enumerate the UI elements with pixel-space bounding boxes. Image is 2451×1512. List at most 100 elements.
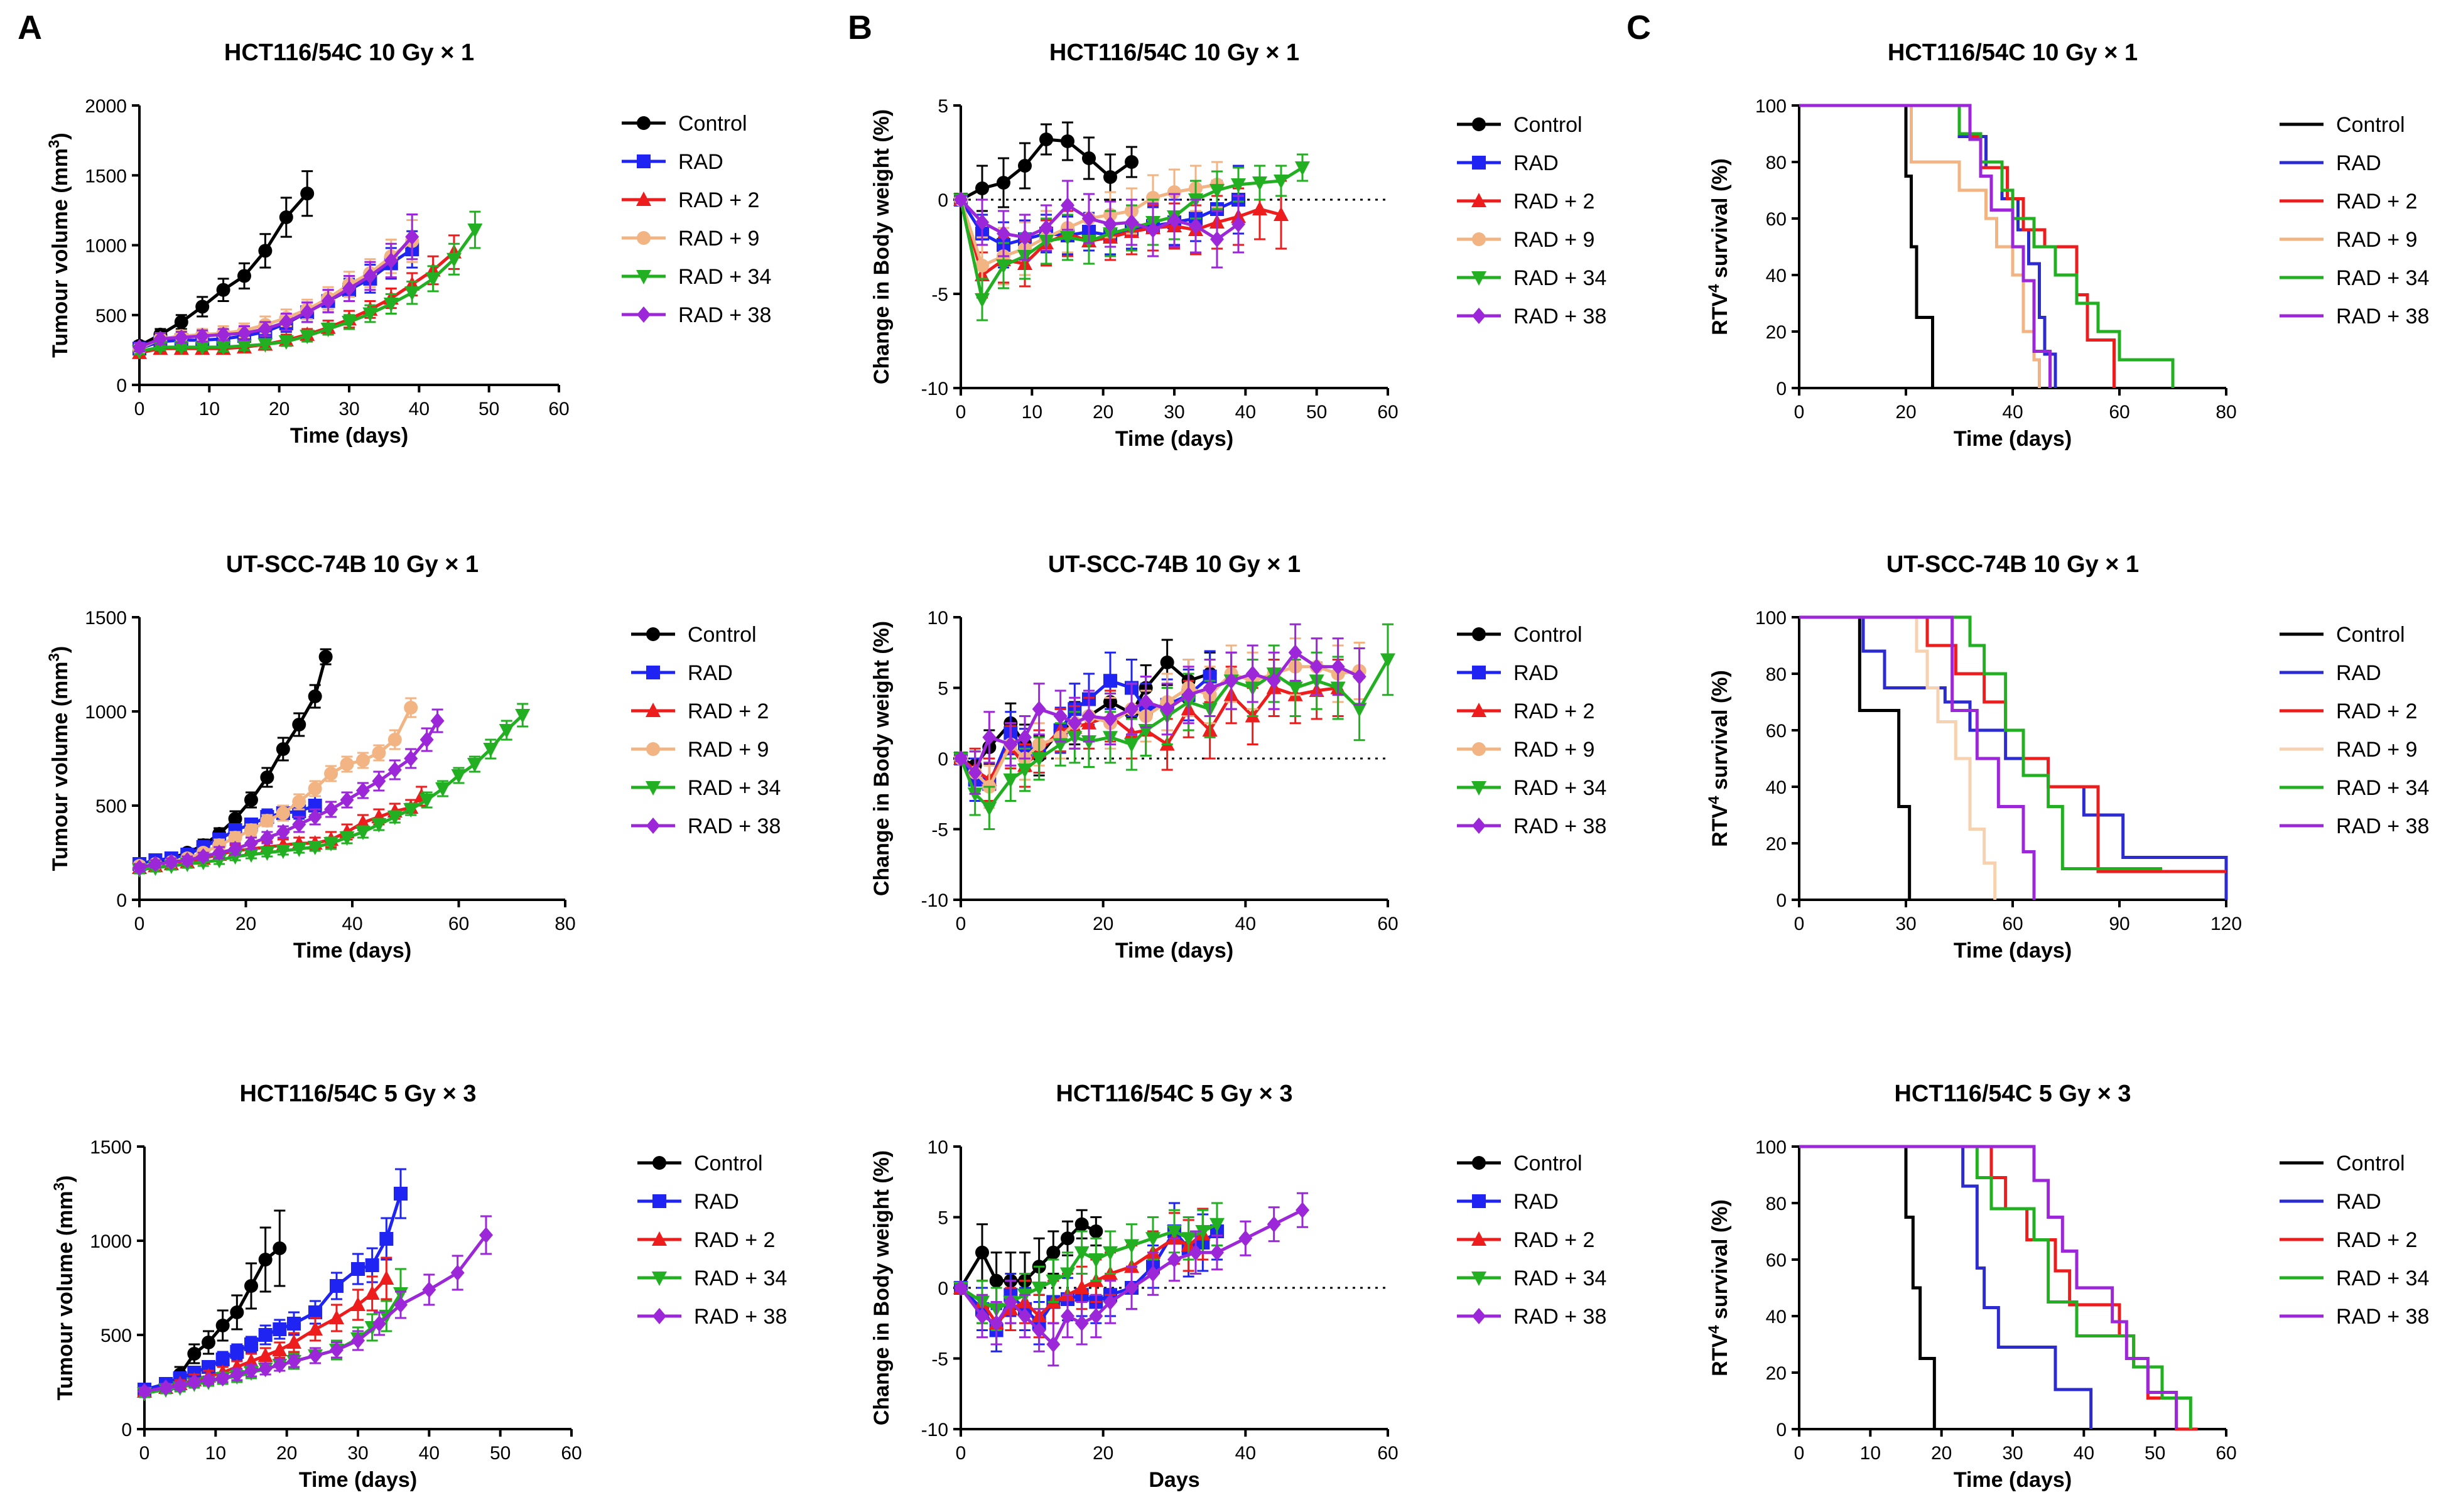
legend-label: RAD + 34 (2336, 1266, 2429, 1290)
data-point (1145, 1232, 1161, 1247)
data-point (308, 809, 322, 825)
data-point (371, 818, 387, 833)
chart-title: HCT116/54C 10 Gy × 1 (224, 40, 474, 66)
chart-a1: HCT116/54C 10 Gy × 1 0 500 1000 1500 2000 0 10 2… (46, 40, 772, 448)
data-point (307, 841, 323, 855)
legend-marker (652, 1156, 666, 1170)
data-point (300, 330, 315, 345)
series-rad (1799, 615, 2228, 900)
data-point (379, 1232, 394, 1246)
legend-marker (1472, 1194, 1486, 1208)
chart-title: UT-SCC-74B 10 Gy × 1 (1886, 551, 2139, 578)
y-tick-label: 80 (1766, 664, 1787, 685)
legend-label: RAD (2336, 661, 2381, 685)
data-point (1351, 703, 1367, 718)
data-point (394, 1187, 408, 1201)
legend-item-rad-38: RAD + 38 (1457, 814, 1606, 838)
chart-title: UT-SCC-74B 10 Gy × 1 (226, 551, 479, 578)
legend-item-rad: RAD (2280, 151, 2381, 175)
data-point (1146, 222, 1160, 238)
legend-marker (652, 1194, 666, 1208)
x-axis-title: Time (days) (1954, 427, 2072, 451)
data-point (1031, 1282, 1047, 1296)
data-point (372, 746, 386, 760)
series-line (960, 650, 1360, 775)
y-tick-label: 80 (1766, 153, 1787, 173)
x-axis-title: Time (days) (1115, 939, 1233, 963)
data-point (195, 340, 210, 355)
survival-step-line (1799, 615, 1912, 900)
legend-label: RAD + 9 (688, 738, 769, 762)
legend-marker (1472, 742, 1486, 756)
legend-item-rad: RAD (631, 661, 733, 685)
legend-marker (1472, 1156, 1486, 1170)
x-tick-label: 60 (2109, 402, 2129, 423)
data-point (279, 210, 293, 224)
legend-label: RAD (1513, 661, 1559, 685)
legend: Control RAD RAD + 2 RAD + 9 RAD + 34 RAD + 38 (631, 623, 781, 838)
legend-label: RAD (1513, 1190, 1559, 1214)
series-rad-34 (1799, 1145, 2192, 1429)
data-point (1103, 674, 1117, 688)
x-tick-label: 40 (1235, 1443, 1256, 1464)
legend-label: RAD + 38 (1513, 814, 1606, 838)
y-tick-label: 40 (1766, 266, 1787, 286)
data-point (467, 224, 483, 239)
x-tick-label: 0 (1794, 402, 1805, 423)
data-point (279, 313, 293, 330)
data-point (1352, 668, 1366, 685)
data-point (1082, 708, 1096, 725)
x-tick-label: 10 (199, 399, 220, 419)
data-point (173, 340, 189, 355)
panel-label-c: C (1626, 9, 1651, 46)
data-point (450, 1265, 465, 1281)
legend-label: RAD + 34 (678, 265, 771, 289)
y-axis-title-rest: survival (%) (1708, 670, 1732, 796)
chart-b3: HCT116/54C 5 Gy × 3 -10 -5 0 5 10 0 20 40 60 Days C… (870, 1081, 1606, 1492)
data-point (365, 1258, 379, 1272)
data-point (330, 1342, 344, 1358)
data-point (1053, 708, 1068, 725)
y-tick-label: -5 (931, 820, 948, 841)
x-tick-label: 60 (2002, 914, 2023, 934)
data-point (1210, 1244, 1224, 1261)
legend-label: Control (1513, 623, 1583, 647)
x-tick-label: 30 (1164, 402, 1184, 423)
survival-step-line (1799, 615, 2036, 900)
data-point (954, 192, 968, 208)
legend-item-rad-38: RAD + 38 (2280, 305, 2429, 328)
legend-item-rad-38: RAD + 38 (637, 1305, 787, 1329)
x-axis-title: Time (days) (1954, 939, 2072, 963)
data-point (404, 286, 420, 301)
data-point (330, 1279, 344, 1293)
y-axis-title: RTV4 survival (%) (1706, 158, 1733, 335)
data-point (300, 304, 315, 321)
series-rad-38 (954, 623, 1366, 795)
x-tick-label: 30 (338, 399, 359, 419)
series-control (1799, 1145, 1936, 1429)
legend-marker (637, 154, 651, 168)
legend-item-rad-38: RAD + 38 (622, 303, 771, 327)
data-point (451, 769, 467, 784)
data-point (1103, 1246, 1118, 1261)
data-point (387, 762, 402, 778)
survival-step-line (1799, 1145, 2178, 1429)
y-axis-title-sup: 3 (51, 1182, 68, 1191)
series-control (1799, 104, 1934, 388)
legend-marker (1471, 1231, 1486, 1246)
legend-item-rad-38: RAD + 38 (631, 814, 781, 838)
legend-label: RAD + 2 (694, 1228, 775, 1252)
data-point (355, 753, 370, 767)
y-axis-title: Change in Body weight (%) (870, 621, 894, 896)
data-point (340, 792, 354, 808)
series-rad (138, 1168, 408, 1396)
data-point (404, 701, 418, 715)
legend-marker (652, 1272, 667, 1286)
data-point (387, 811, 403, 825)
data-point (272, 1342, 288, 1356)
data-point (1331, 658, 1345, 675)
x-tick-label: 40 (1235, 402, 1256, 423)
x-tick-label: 0 (956, 402, 966, 423)
data-point (164, 854, 178, 870)
